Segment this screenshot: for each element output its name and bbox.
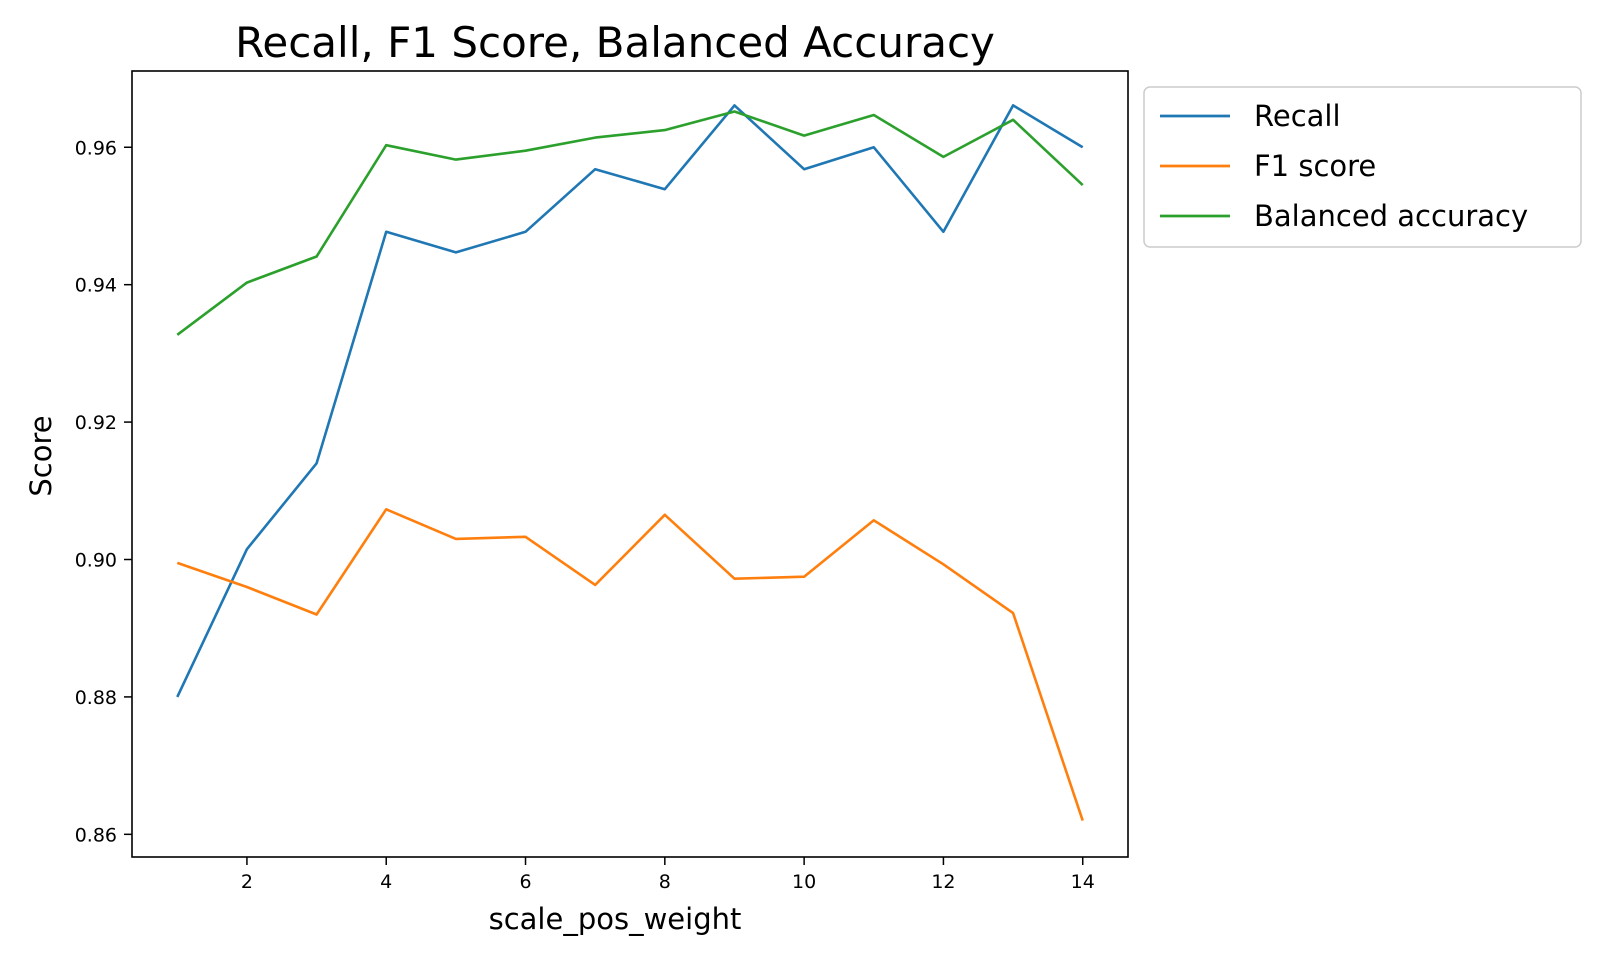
y-tick-label: 0.88 bbox=[75, 687, 117, 709]
x-tick-label: 6 bbox=[519, 871, 531, 893]
y-tick-label: 0.94 bbox=[75, 275, 117, 297]
y-axis-ticks: 0.86 0.88 0.90 0.92 0.94 0.96 bbox=[75, 137, 132, 846]
x-tick-label: 12 bbox=[931, 871, 955, 893]
y-tick-label: 0.96 bbox=[75, 137, 117, 159]
y-tick-label: 0.86 bbox=[75, 824, 117, 846]
legend-label: Balanced accuracy bbox=[1254, 199, 1528, 233]
series-line-f1-score bbox=[176, 507, 1084, 822]
series-line-balanced-accuracy bbox=[176, 110, 1084, 336]
legend-label: F1 score bbox=[1254, 149, 1376, 183]
x-tick-label: 14 bbox=[1071, 871, 1095, 893]
y-tick-label: 0.92 bbox=[75, 412, 117, 434]
x-axis-ticks: 2 4 6 8 10 12 14 bbox=[241, 857, 1095, 893]
x-tick-label: 4 bbox=[380, 871, 392, 893]
series-line-recall bbox=[176, 104, 1084, 698]
chart-title: Recall, F1 Score, Balanced Accuracy bbox=[235, 18, 995, 67]
legend: Recall F1 score Balanced accuracy bbox=[1143, 86, 1582, 248]
y-axis-label: Score bbox=[24, 415, 58, 496]
plot-area-frame bbox=[131, 70, 1129, 858]
x-axis-label: scale_pos_weight bbox=[489, 902, 742, 936]
x-tick-label: 8 bbox=[659, 871, 671, 893]
legend-box bbox=[1143, 86, 1582, 248]
series-lines bbox=[176, 104, 1084, 822]
x-tick-label: 2 bbox=[241, 871, 253, 893]
y-tick-label: 0.90 bbox=[75, 550, 117, 572]
x-tick-label: 10 bbox=[792, 871, 816, 893]
legend-label: Recall bbox=[1254, 99, 1341, 133]
